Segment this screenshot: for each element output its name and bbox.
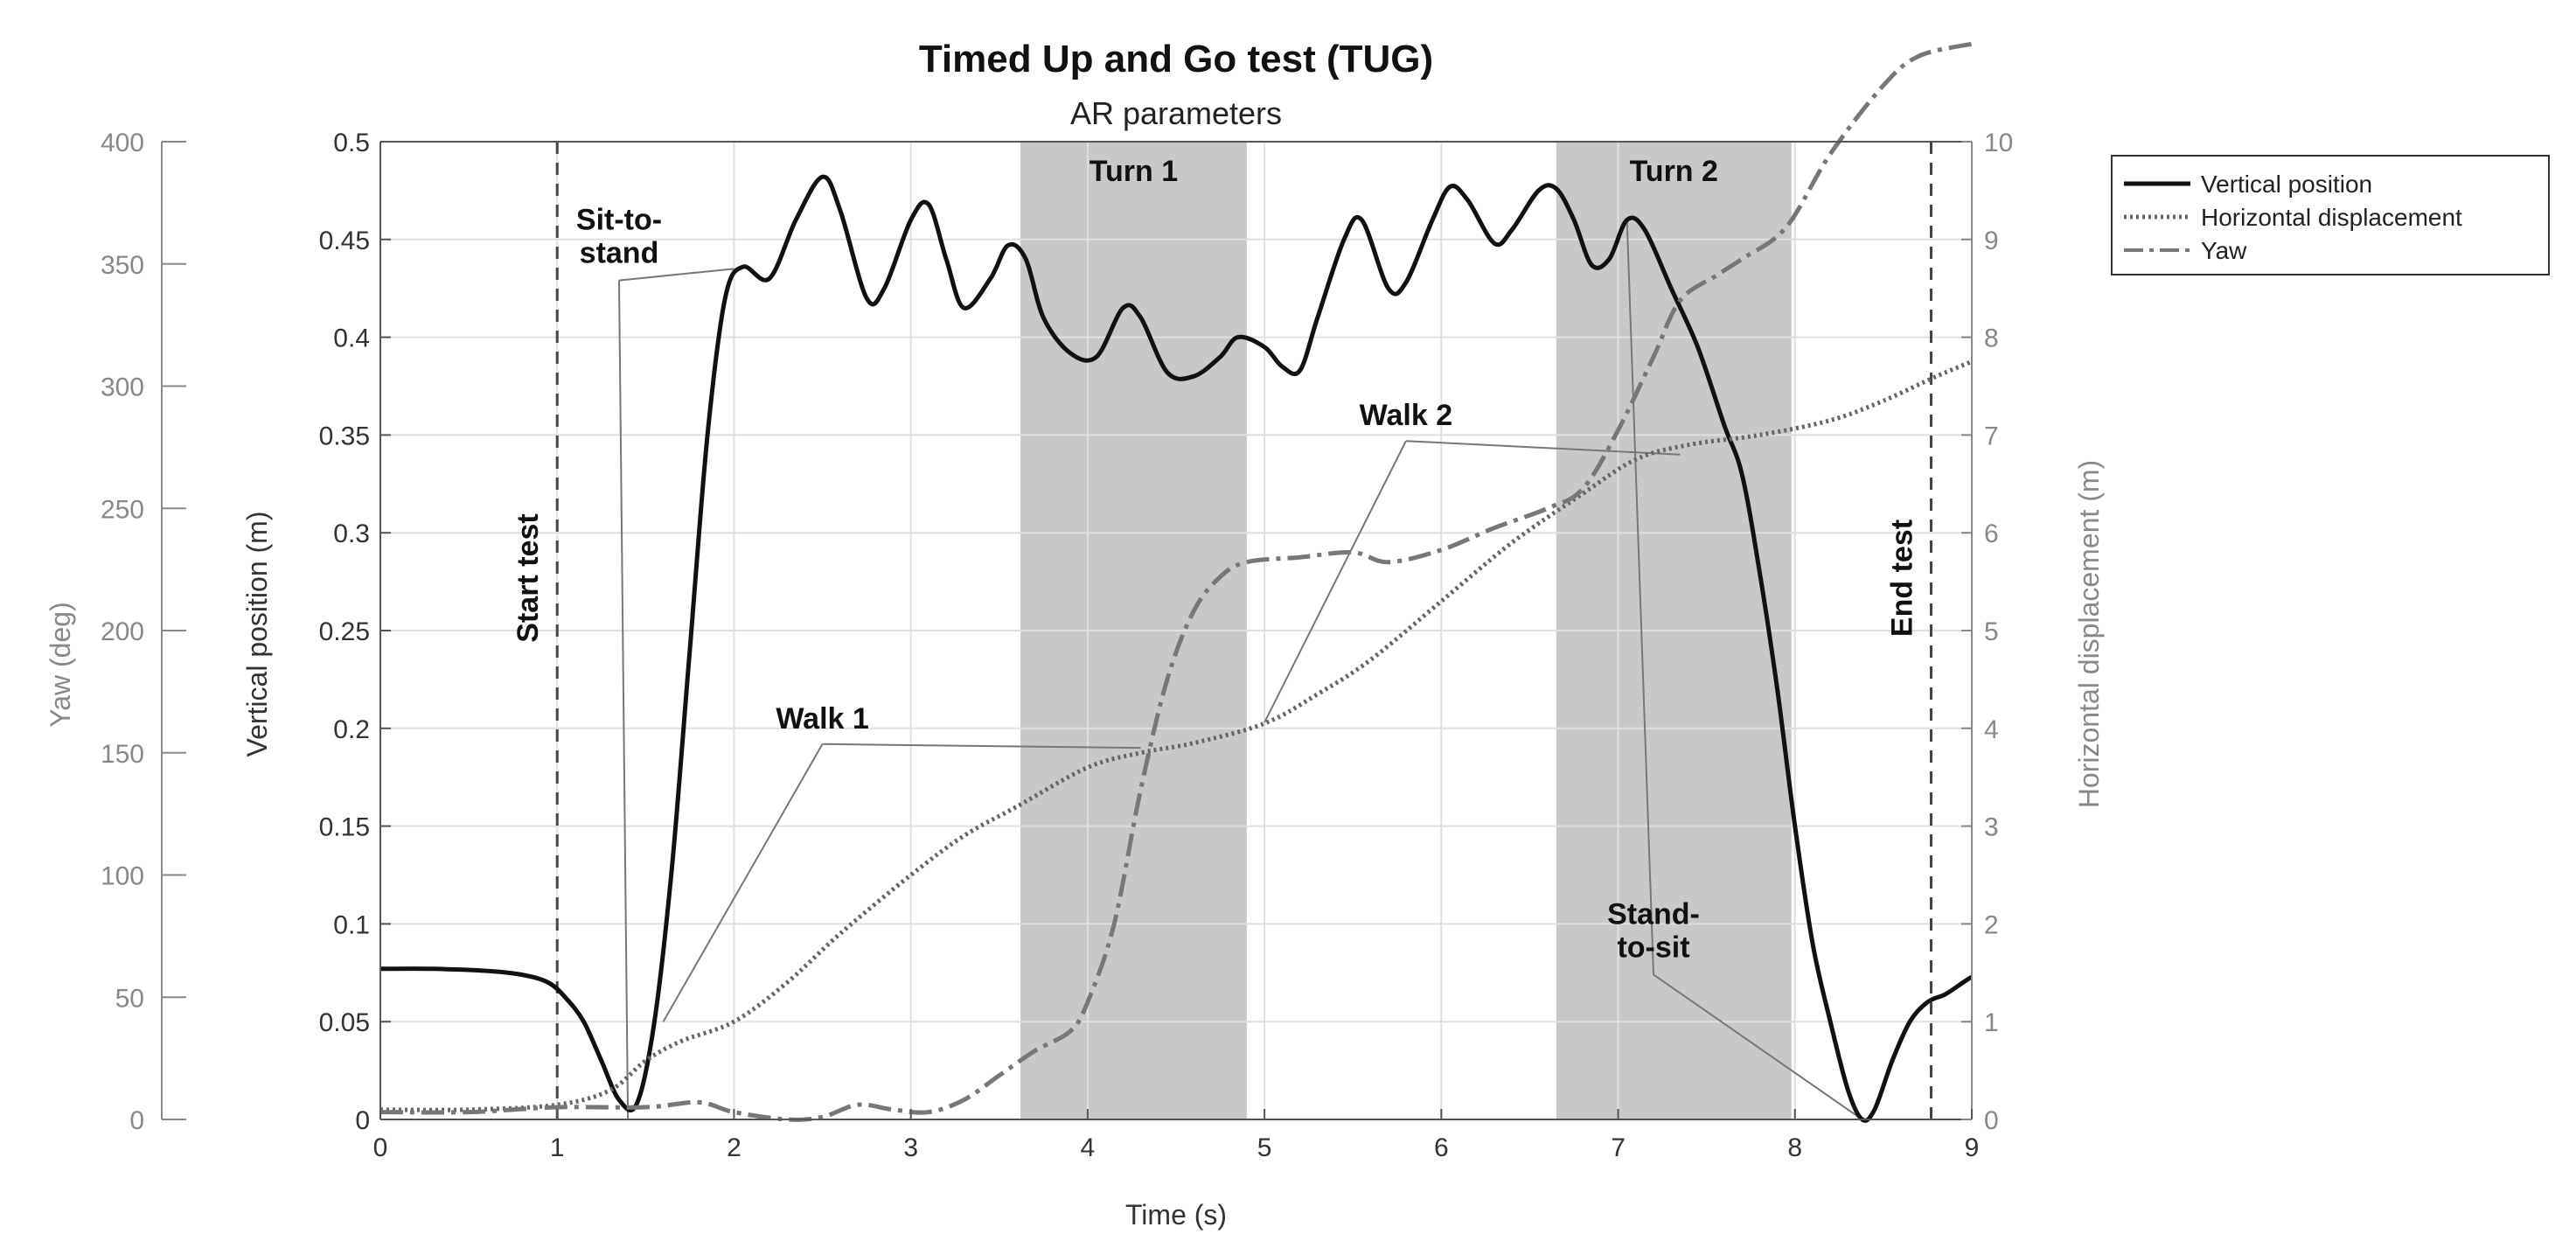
series-line-yaw [379, 41, 1973, 1122]
left-tick-label: 0.45 [319, 227, 370, 255]
yaw-tick-label: 300 [101, 373, 144, 402]
series-layer [379, 41, 1974, 1123]
x-tick-label: 6 [1434, 1133, 1449, 1162]
shaded-region-label-1: Turn 1 [1090, 155, 1178, 188]
left-tick-label: 0.15 [319, 813, 370, 842]
annotation-label-line: to-sit [1617, 931, 1689, 964]
series-line-vertical-position [379, 174, 1974, 1123]
annotation-leader-2-2 [822, 743, 1141, 750]
x-tick-label: 1 [550, 1133, 565, 1162]
legend-box [2111, 155, 2550, 275]
annotation-label-line: Walk 2 [1360, 399, 1452, 432]
vertical-markers-layer [555, 142, 1932, 1119]
right-tick-label: 9 [1984, 227, 1999, 255]
annotation-leader-2-1 [662, 743, 824, 1022]
legend-entry: Horizontal displacement [2201, 204, 2462, 231]
yaw-tick-label: 50 [115, 984, 144, 1013]
left-tick-label: 0.4 [333, 324, 370, 353]
annotation-leader-3-1 [1264, 440, 1407, 723]
right-axis-label: Horizontal displacement (m) [2073, 460, 2105, 808]
annotation-label-4: Stand-to-sit [1607, 897, 1700, 964]
x-tick-label: 4 [1081, 1133, 1096, 1162]
chart-title: Timed Up and Go test (TUG) [919, 38, 1433, 80]
annotation-label-line: Walk 1 [776, 702, 868, 736]
right-tick-label: 3 [1984, 813, 1999, 842]
gridlines-layer [379, 141, 1973, 1120]
left-axis-label: Vertical position (m) [241, 512, 273, 757]
annotation-label-1: Sit-to-stand [576, 204, 662, 270]
x-tick-label: 5 [1257, 1133, 1272, 1162]
right-tick-label: 2 [1984, 910, 1999, 939]
left-tick-label: 0.35 [319, 422, 370, 450]
right-tick-label: 8 [1984, 324, 1999, 353]
left-tick-label: 0.25 [319, 617, 370, 646]
right-tick-label: 7 [1984, 422, 1999, 450]
annotation-leader-1-2 [618, 268, 735, 282]
x-tick-label: 8 [1787, 1133, 1802, 1162]
axes-layer: 0 1 2 3 4 5 6 7 8 900.050.10.150.20.250.30.350.40… [101, 129, 2013, 1162]
annotation-label-3: Walk 2 [1360, 399, 1452, 432]
left-tick-label: 0.05 [319, 1008, 370, 1037]
vertical-marker-label-1: Start test [512, 513, 545, 642]
right-tick-label: 10 [1984, 129, 2013, 157]
x-tick-label: 0 [373, 1133, 388, 1162]
yaw-tick-label: 100 [101, 862, 144, 891]
x-tick-label: 3 [903, 1133, 918, 1162]
yaw-tick-label: 350 [101, 251, 144, 280]
right-tick-label: 0 [1984, 1106, 1999, 1135]
text-layer: Timed Up and Go test (TUG) AR parameters… [45, 38, 2105, 1231]
annotations-layer: Turn 1 Turn 2 Start test End test Sit-to-sta… [512, 155, 1918, 964]
yaw-tick-label: 200 [101, 617, 144, 646]
left-tick-label: 0.1 [333, 910, 370, 939]
left-tick-label: 0 [355, 1106, 370, 1135]
x-tick-label: 9 [1965, 1133, 1980, 1162]
legend-entry: Yaw [2201, 237, 2247, 264]
right-tick-label: 6 [1984, 519, 1999, 548]
annotation-leaders-layer [618, 220, 1863, 1120]
annotation-leader-4-1 [1626, 220, 1654, 975]
annotation-leader-4-2 [1653, 973, 1863, 1120]
annotation-leader-1-1 [618, 280, 630, 1120]
series-line-horizontal-displacement [379, 359, 1973, 1112]
x-axis-label: Time (s) [1125, 1199, 1227, 1231]
annotation-label-line: Sit-to- [576, 204, 662, 237]
right-tick-label: 1 [1984, 1008, 1999, 1037]
yaw-tick-label: 0 [129, 1106, 144, 1135]
legend: Vertical position Horizontal displacement… [2111, 155, 2550, 275]
left-tick-label: 0.3 [333, 519, 370, 548]
annotation-label-line: stand [580, 237, 659, 270]
shaded-region-label-2: Turn 2 [1630, 155, 1718, 188]
vertical-marker-label-2: End test [1885, 519, 1918, 637]
annotation-label-2: Walk 1 [776, 702, 868, 736]
annotation-label-line: Stand- [1607, 897, 1700, 931]
right-tick-label: 4 [1984, 715, 1999, 744]
x-tick-label: 7 [1611, 1133, 1626, 1162]
x-tick-label: 2 [727, 1133, 741, 1162]
yaw-tick-label: 400 [101, 129, 144, 157]
yaw-axis-label: Yaw (deg) [45, 602, 76, 727]
left-tick-label: 0.2 [333, 715, 370, 744]
legend-entry: Vertical position [2201, 171, 2372, 198]
yaw-tick-label: 150 [101, 740, 144, 769]
yaw-tick-label: 250 [101, 495, 144, 524]
left-tick-label: 0.5 [333, 129, 370, 157]
right-tick-label: 5 [1984, 617, 1999, 646]
chart-subtitle: AR parameters [1070, 95, 1282, 131]
